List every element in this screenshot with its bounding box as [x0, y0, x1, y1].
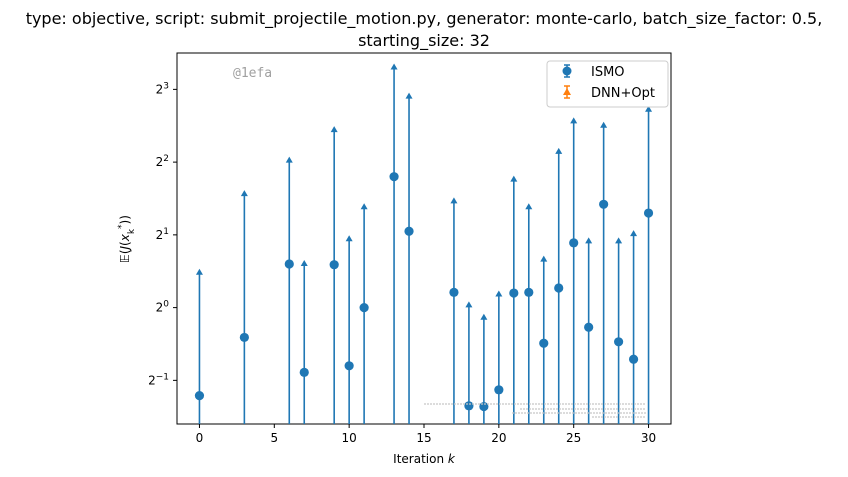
upper-limit-arrow [405, 92, 413, 99]
provenance-note [424, 403, 646, 418]
chart-title-line-1: type: objective, script: submit_projecti… [26, 9, 823, 29]
data-point [614, 337, 624, 347]
upper-limit-arrow [330, 126, 338, 133]
y-tick-label: 23 [156, 81, 169, 96]
upper-limit-arrow [510, 175, 518, 182]
legend-label-dnn-opt: DNN+Opt [591, 86, 655, 101]
x-tick-label: 30 [641, 431, 656, 445]
y-tick-label: 22 [156, 154, 169, 169]
upper-limit-arrow [285, 156, 293, 163]
upper-limit-arrow [345, 235, 353, 242]
upper-limit-arrow [300, 259, 308, 266]
x-tick-label: 15 [416, 431, 431, 445]
data-point [464, 401, 474, 411]
x-tick-label: 20 [491, 431, 506, 445]
legend-ismo-marker [562, 64, 572, 78]
data-point [404, 226, 414, 236]
data-point [584, 322, 594, 332]
data-point [628, 354, 639, 364]
watermark-text: @1efa [233, 66, 272, 81]
data-point [539, 338, 549, 348]
upper-limit-arrow [465, 301, 473, 308]
data-point [299, 367, 309, 377]
data-point [344, 361, 354, 371]
upper-limit-arrow [525, 203, 533, 210]
data-point [329, 260, 339, 270]
data-point [284, 259, 294, 269]
upper-limit-arrow [450, 197, 458, 204]
data-point [239, 332, 249, 343]
upper-limit-arrow [495, 290, 503, 297]
upper-limit-arrow [630, 230, 638, 237]
upper-limit-arrow [585, 237, 593, 244]
legend-label-ismo: ISMO [591, 65, 625, 80]
upper-limit-arrow [195, 268, 203, 275]
data-point [494, 385, 504, 395]
y-axis-label: 𝔼(J(xk*)) [117, 215, 137, 263]
data-point [509, 288, 519, 298]
data-point [194, 391, 205, 401]
data-point [643, 208, 654, 218]
data-point [524, 287, 534, 297]
data-point [389, 172, 399, 182]
upper-limit-arrow [540, 255, 548, 262]
y-tick-label: 20 [156, 300, 170, 315]
upper-limit-arrow [615, 237, 623, 244]
plot-area [176, 52, 672, 425]
chart-title-line-2: starting_size: 32 [358, 31, 490, 51]
upper-limit-arrow [600, 121, 608, 128]
data-point [554, 283, 564, 293]
upper-limit-arrow [570, 117, 578, 124]
series-ismo [194, 63, 654, 424]
legend-dnn-opt-marker [563, 85, 571, 99]
upper-limit-arrow [360, 203, 368, 210]
data-point [479, 401, 489, 412]
y-tick-label: 21 [156, 227, 169, 242]
legend-box [546, 60, 669, 108]
data-point [449, 287, 459, 297]
y-tick-label: 2−1 [148, 372, 169, 387]
upper-limit-arrow [480, 313, 488, 320]
x-tick-label: 10 [342, 431, 357, 445]
upper-limit-arrow [390, 63, 398, 70]
x-tick-label: 5 [270, 431, 278, 445]
x-axis-ticks: 0 5 10 15 20 25 30 [196, 424, 656, 445]
upper-limit-arrow [240, 190, 248, 197]
data-point [569, 238, 579, 248]
x-axis-label: Iteration k [393, 452, 456, 466]
legend: ISMO DNN+Opt [546, 60, 669, 108]
upper-limit-arrow [645, 105, 653, 112]
upper-limit-arrow [555, 147, 563, 154]
data-point [599, 199, 609, 209]
data-point [359, 303, 369, 313]
y-axis-ticks: 2−1 20 21 22 23 [148, 81, 177, 387]
x-tick-label: 0 [196, 431, 204, 445]
x-tick-label: 25 [566, 431, 581, 445]
